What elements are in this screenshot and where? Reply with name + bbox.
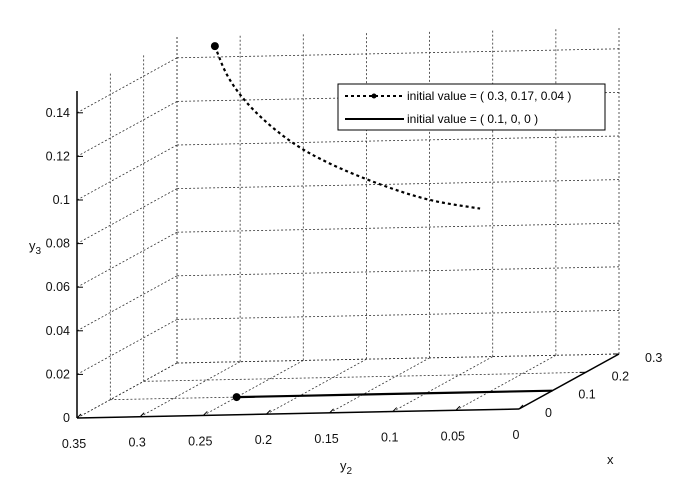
y2-tick-label: 0.25 xyxy=(188,434,212,448)
y3-tick-label: 0.02 xyxy=(46,367,70,381)
y2-tick-label: 0.2 xyxy=(255,433,272,447)
x-tick-label: 0.1 xyxy=(578,388,595,402)
gridline xyxy=(176,353,620,364)
y2-tick-mark xyxy=(139,412,145,418)
y2-tick-label: 0.35 xyxy=(62,437,86,451)
gridline xyxy=(176,48,620,59)
y2-tick-mark xyxy=(392,407,398,412)
y3-tick-label: 0.08 xyxy=(46,237,70,251)
gridline xyxy=(176,266,620,277)
gridline xyxy=(176,222,620,233)
gridline xyxy=(76,188,178,244)
series-2-start-marker xyxy=(232,393,241,402)
y2-tick-mark xyxy=(266,409,271,415)
gridline xyxy=(139,361,241,418)
y2-tick-label: 0 xyxy=(513,428,520,442)
gridline xyxy=(203,360,304,416)
y3-tick-label: 0.14 xyxy=(46,106,70,120)
y3-tick-label: 0.06 xyxy=(46,280,70,294)
y3-axis-label: y3 xyxy=(29,238,42,257)
gridline xyxy=(76,231,178,288)
gridline xyxy=(143,371,586,382)
legend-entry-1: initial value = ( 0.3, 0.17, 0.04 ) xyxy=(407,89,571,103)
axes: 0 0.02 0.04 0.06 0.08 0.1 0.12 0.14 0.35 0.3 0.25 0… xyxy=(46,91,662,451)
legend-marker-dotted xyxy=(371,93,377,99)
y3-tick-label: 0.12 xyxy=(46,149,70,163)
y3-axis-label-subscript: 3 xyxy=(36,246,42,257)
series-1-start-marker xyxy=(210,42,219,51)
x-axis-label: x xyxy=(607,452,614,467)
gridline xyxy=(176,135,620,146)
legend: initial value = ( 0.3, 0.17, 0.04 ) init… xyxy=(337,83,606,131)
y2-tick-mark xyxy=(202,411,208,416)
y2-tick-mark xyxy=(76,413,82,419)
y2-axis-label-subscript: 2 xyxy=(347,466,353,477)
gridline xyxy=(76,275,178,332)
legend-box xyxy=(337,83,606,131)
y3-tick-label: 0.04 xyxy=(46,324,70,338)
x-tick-label: 0 xyxy=(545,406,552,420)
legend-entry-2: initial value = ( 0.1, 0, 0 ) xyxy=(407,112,538,126)
y2-tick-label: 0.05 xyxy=(441,429,465,443)
y2-tick-mark xyxy=(329,408,334,414)
series-layer xyxy=(210,42,553,402)
y2-axis-line xyxy=(76,408,520,419)
gridline xyxy=(76,144,178,201)
y2-tick-mark xyxy=(518,404,524,410)
y3-tick-label: 0.1 xyxy=(53,193,70,207)
gridline xyxy=(76,362,178,419)
series-2-curve xyxy=(236,389,553,399)
gridline xyxy=(76,319,178,375)
gridline xyxy=(392,356,493,412)
x-tick-label: 0.3 xyxy=(645,351,662,365)
y2-tick-label: 0.1 xyxy=(381,431,398,445)
x-axis-line xyxy=(518,353,620,410)
gridline xyxy=(176,310,620,320)
gridline xyxy=(266,358,367,415)
gridline xyxy=(176,179,620,189)
y3-tick-label: 0 xyxy=(63,411,70,425)
y2-tick-label: 0.15 xyxy=(314,432,338,446)
y2-tick-mark xyxy=(455,405,461,411)
y2-tick-label: 0.3 xyxy=(128,436,145,450)
gridline xyxy=(455,354,557,411)
gridline xyxy=(329,357,430,414)
gridline xyxy=(76,57,178,114)
series-1-curve xyxy=(213,45,481,210)
gridline xyxy=(76,101,178,157)
y2-axis-label: y2 xyxy=(340,458,353,477)
x-tick-label: 0.2 xyxy=(612,369,629,383)
